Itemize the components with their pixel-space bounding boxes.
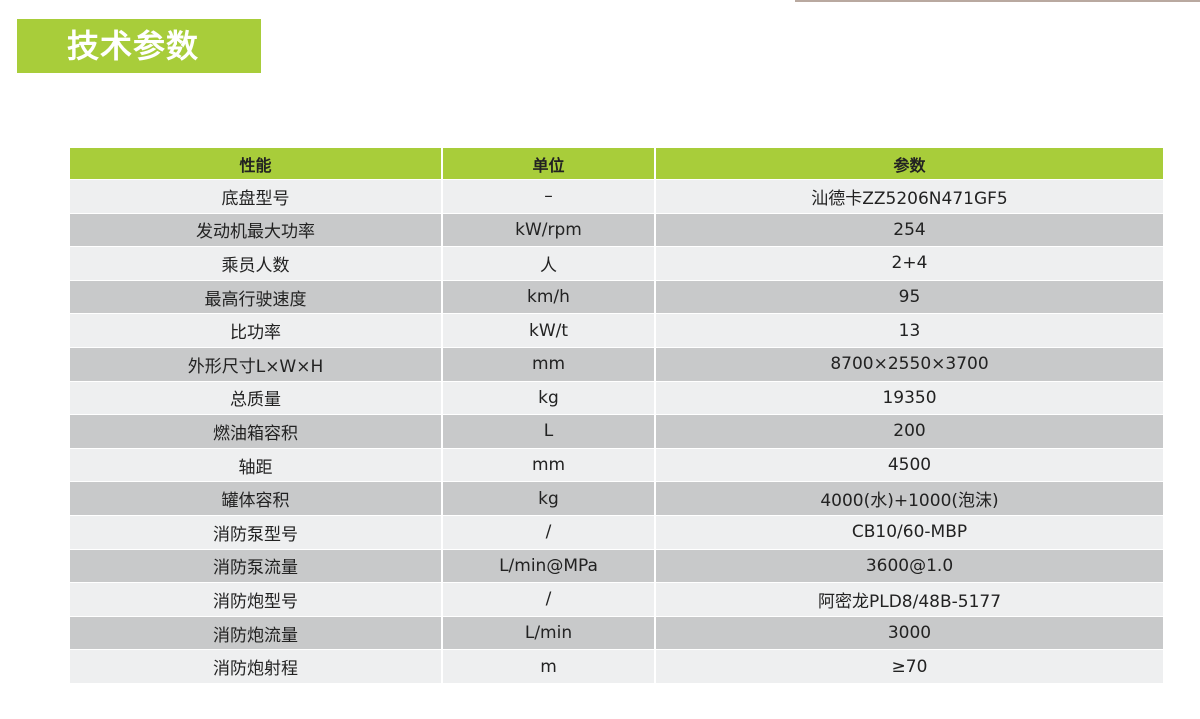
spec-name: 比功率 <box>68 313 443 348</box>
spec-unit: kW/rpm <box>441 213 656 248</box>
spec-unit: L/min <box>441 616 656 651</box>
table-row: 消防炮型号 / 阿密龙PLD8/48B-5177 <box>68 582 1165 617</box>
table-row: 消防泵流量 L/min@MPa 3600@1.0 <box>68 549 1165 584</box>
spec-unit: L <box>441 414 656 449</box>
spec-name: 罐体容积 <box>68 481 443 516</box>
spec-unit: mm <box>441 448 656 483</box>
table-row: 消防泵型号 / CB10/60-MBP <box>68 515 1165 550</box>
table-row: 罐体容积 kg 4000(水)+1000(泡沫) <box>68 481 1165 516</box>
spec-value: 2+4 <box>654 246 1165 281</box>
spec-value: 19350 <box>654 381 1165 416</box>
table-row: 发动机最大功率 kW/rpm 254 <box>68 213 1165 248</box>
spec-value: 阿密龙PLD8/48B-5177 <box>654 582 1165 617</box>
spec-unit: 人 <box>441 246 656 281</box>
spec-value: CB10/60-MBP <box>654 515 1165 550</box>
spec-name: 最高行驶速度 <box>68 280 443 315</box>
spec-name: 消防泵型号 <box>68 515 443 550</box>
spec-value: 汕德卡ZZ5206N471GF5 <box>654 179 1165 214</box>
spec-unit: m <box>441 649 656 684</box>
spec-unit: – <box>441 179 656 214</box>
spec-name: 轴距 <box>68 448 443 483</box>
spec-name: 消防泵流量 <box>68 549 443 584</box>
spec-value: 200 <box>654 414 1165 449</box>
spec-unit: kg <box>441 381 656 416</box>
spec-unit: kg <box>441 481 656 516</box>
spec-unit: L/min@MPa <box>441 549 656 584</box>
spec-unit: kW/t <box>441 313 656 348</box>
spec-name: 外形尺寸L×W×H <box>68 347 443 382</box>
spec-value: 4000(水)+1000(泡沫) <box>654 481 1165 516</box>
spec-value: 254 <box>654 213 1165 248</box>
top-image-strip <box>795 0 1200 2</box>
header-performance: 性能 <box>68 148 443 180</box>
table-row: 比功率 kW/t 13 <box>68 313 1165 348</box>
spec-name: 燃油箱容积 <box>68 414 443 449</box>
header-value: 参数 <box>654 148 1165 180</box>
spec-name: 乘员人数 <box>68 246 443 281</box>
spec-name: 发动机最大功率 <box>68 213 443 248</box>
spec-value: ≥70 <box>654 649 1165 684</box>
table-row: 轴距 mm 4500 <box>68 448 1165 483</box>
spec-value: 3000 <box>654 616 1165 651</box>
spec-name: 底盘型号 <box>68 179 443 214</box>
spec-name: 消防炮型号 <box>68 582 443 617</box>
spec-value: 95 <box>654 280 1165 315</box>
page-title: 技术参数 <box>17 19 261 73</box>
table-row: 总质量 kg 19350 <box>68 381 1165 416</box>
table-header: 性能 单位 参数 <box>68 148 1165 180</box>
table-row: 外形尺寸L×W×H mm 8700×2550×3700 <box>68 347 1165 382</box>
table-row: 消防炮流量 L/min 3000 <box>68 616 1165 651</box>
spec-value: 3600@1.0 <box>654 549 1165 584</box>
table-row: 最高行驶速度 km/h 95 <box>68 280 1165 315</box>
spec-name: 消防炮射程 <box>68 649 443 684</box>
spec-name: 总质量 <box>68 381 443 416</box>
table-row: 底盘型号 – 汕德卡ZZ5206N471GF5 <box>68 179 1165 214</box>
spec-unit: / <box>441 515 656 550</box>
table-row: 燃油箱容积 L 200 <box>68 414 1165 449</box>
spec-name: 消防炮流量 <box>68 616 443 651</box>
table-row: 消防炮射程 m ≥70 <box>68 649 1165 684</box>
header-unit: 单位 <box>441 148 656 180</box>
table-row: 乘员人数人 2+4 <box>68 246 1165 281</box>
spec-unit: km/h <box>441 280 656 315</box>
spec-value: 8700×2550×3700 <box>654 347 1165 382</box>
spec-table: 性能 单位 参数 底盘型号 – 汕德卡ZZ5206N471GF5 发动机最大功率 kW/… <box>68 148 1165 684</box>
spec-unit: / <box>441 582 656 617</box>
spec-value: 13 <box>654 313 1165 348</box>
spec-unit: mm <box>441 347 656 382</box>
spec-value: 4500 <box>654 448 1165 483</box>
